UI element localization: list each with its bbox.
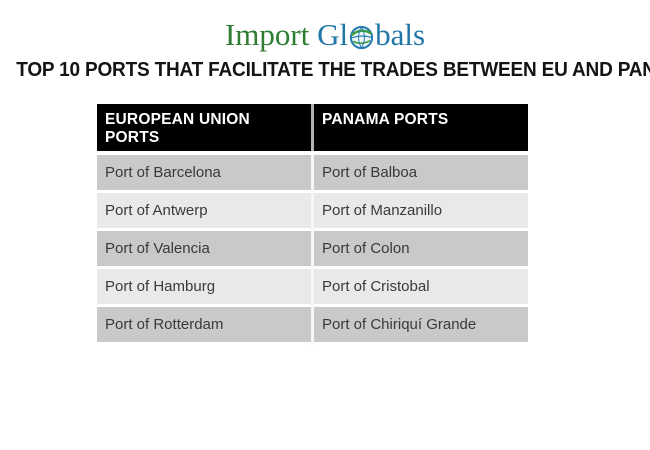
logo-text-import: Import bbox=[224, 17, 310, 52]
cell-panama-port: Port of Cristobal bbox=[311, 267, 528, 305]
cell-eu-port: Port of Valencia bbox=[97, 229, 313, 267]
ports-table-container: EUROPEAN UNION PORTS PANAMA PORTS Port o… bbox=[97, 104, 528, 345]
cell-panama-port: Port of Manzanillo bbox=[311, 191, 528, 229]
ports-table: EUROPEAN UNION PORTS PANAMA PORTS Port o… bbox=[97, 104, 528, 345]
page-title: TOP 10 PORTS THAT FACILITATE THE TRADES … bbox=[16, 59, 650, 81]
logo-text-gl: Gl bbox=[309, 17, 349, 52]
table-row: Port of Antwerp Port of Manzanillo bbox=[97, 191, 528, 229]
cell-panama-port: Port of Colon bbox=[311, 229, 528, 267]
table-row: Port of Valencia Port of Colon bbox=[97, 229, 528, 267]
logo: Import Gl bals bbox=[0, 18, 650, 52]
table-row: Port of Barcelona Port of Balboa bbox=[97, 153, 528, 191]
cell-eu-port: Port of Hamburg bbox=[97, 267, 313, 305]
logo-text-bals: bals bbox=[375, 17, 426, 52]
cell-panama-port: Port of Chiriquí Grande bbox=[311, 305, 528, 343]
column-header-eu-ports: EUROPEAN UNION PORTS bbox=[97, 104, 313, 153]
table-row: Port of Hamburg Port of Cristobal bbox=[97, 267, 528, 305]
cell-eu-port: Port of Antwerp bbox=[97, 191, 313, 229]
cell-eu-port: Port of Barcelona bbox=[97, 153, 313, 191]
cell-eu-port: Port of Rotterdam bbox=[97, 305, 313, 343]
cell-panama-port: Port of Balboa bbox=[311, 153, 528, 191]
table-header-row: EUROPEAN UNION PORTS PANAMA PORTS bbox=[97, 104, 528, 153]
column-header-panama-ports: PANAMA PORTS bbox=[311, 104, 528, 153]
table-row: Port of Rotterdam Port of Chiriquí Grand… bbox=[97, 305, 528, 343]
globe-icon bbox=[349, 25, 374, 50]
